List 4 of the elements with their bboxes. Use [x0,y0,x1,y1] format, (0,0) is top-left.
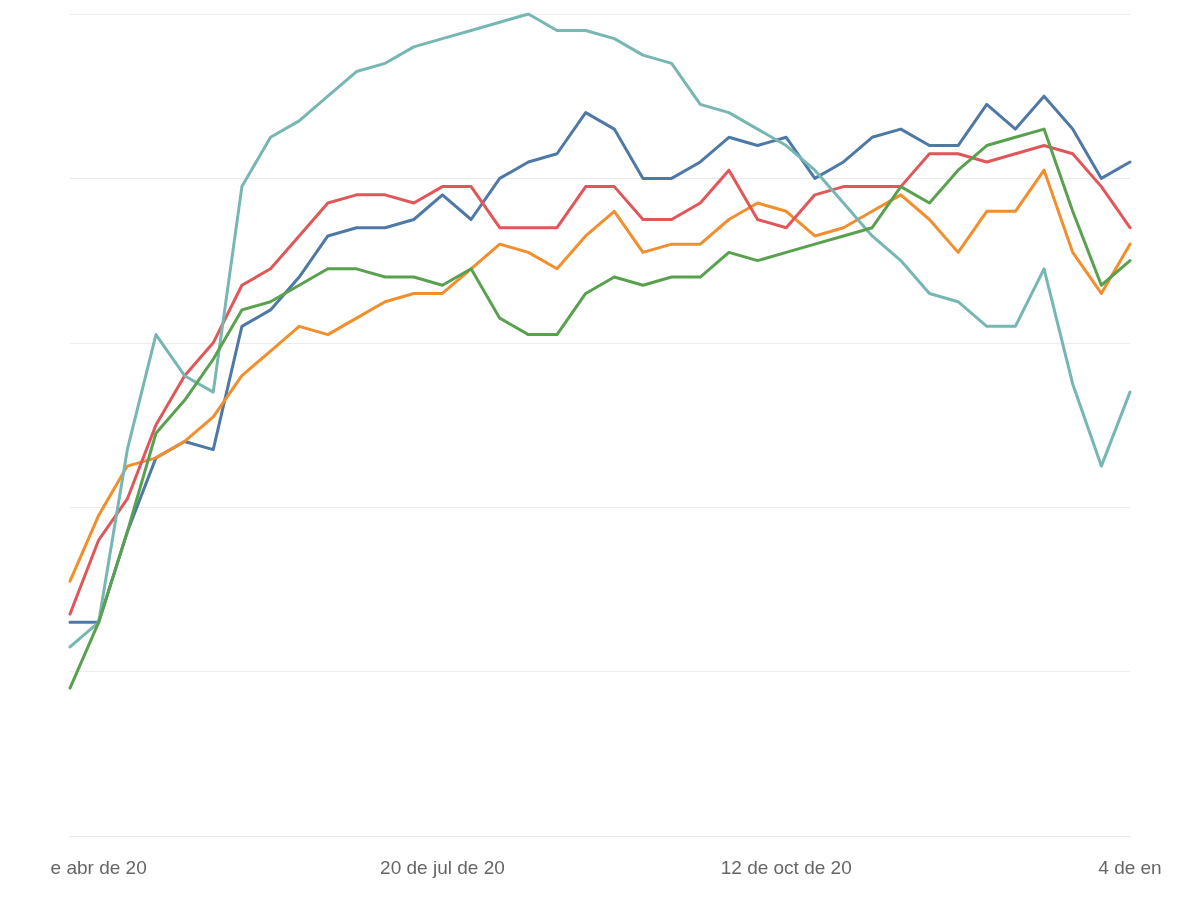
x-tick-label: 12 de oct de 20 [720,857,852,878]
x-tick-label: 20 de jul de 20 [380,857,505,878]
x-tick-label: e abr de 20 [50,857,147,878]
x-tick-label: 4 de en [1098,857,1162,878]
